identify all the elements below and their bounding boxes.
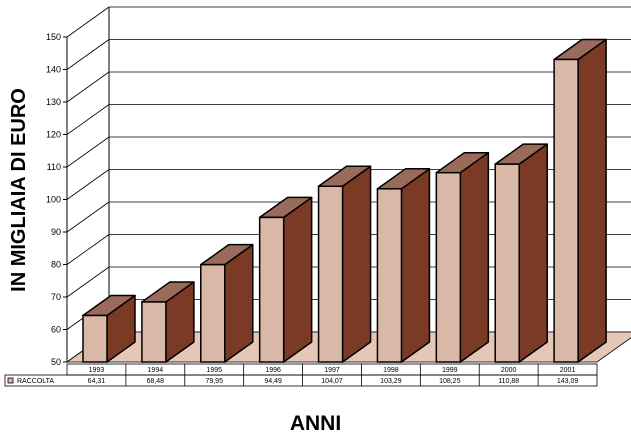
table-value-label: 108,25 bbox=[439, 378, 461, 385]
bar bbox=[376, 188, 403, 363]
table-category-label: 1997 bbox=[324, 367, 340, 374]
table-value-label: 94,49 bbox=[264, 378, 282, 385]
y-axis-title: IN MIGLIAIA DI EURO bbox=[8, 88, 30, 292]
y-tick-label: 140 bbox=[46, 65, 61, 75]
table-category-label: 2001 bbox=[560, 367, 576, 374]
bar-side bbox=[400, 168, 431, 363]
bar bbox=[494, 163, 520, 363]
bar bbox=[82, 314, 108, 363]
bar bbox=[435, 171, 462, 363]
y-tick-label: 150 bbox=[46, 32, 61, 42]
table-category-label: 1996 bbox=[265, 367, 281, 374]
y-tick-label: 60 bbox=[51, 325, 61, 335]
bar bbox=[200, 263, 226, 363]
bar bbox=[317, 185, 344, 363]
table-category-label: 1994 bbox=[148, 367, 164, 374]
gridline-depth bbox=[66, 234, 110, 265]
table-category-label: 1999 bbox=[442, 367, 458, 374]
gridline-depth bbox=[66, 136, 110, 168]
gridline-depth bbox=[66, 71, 110, 103]
legend-label: RACCOLTA bbox=[17, 378, 54, 385]
bar bbox=[258, 216, 285, 363]
y-tick-label: 50 bbox=[51, 357, 61, 367]
table-value-label: 64,31 bbox=[88, 378, 106, 385]
bar bbox=[553, 58, 579, 363]
table-value-label: 103,29 bbox=[380, 378, 402, 385]
bar-side bbox=[341, 165, 372, 363]
y-tick-label: 70 bbox=[51, 292, 61, 302]
gridline-depth bbox=[66, 39, 110, 70]
table-category-label: 2000 bbox=[501, 367, 517, 374]
y-tick-label: 110 bbox=[47, 162, 61, 172]
x-axis-title: ANNI bbox=[289, 412, 342, 435]
gridline-depth bbox=[66, 6, 110, 38]
bar-side bbox=[282, 196, 313, 363]
y-tick-label: 130 bbox=[46, 97, 61, 107]
table-value-label: 68,48 bbox=[147, 378, 165, 385]
bar-side bbox=[459, 151, 490, 363]
gridline-depth bbox=[66, 169, 110, 200]
table-value-label: 143,09 bbox=[557, 378, 579, 385]
gridline-depth bbox=[66, 104, 110, 135]
bar-side bbox=[518, 143, 548, 363]
table-value-label: 104,07 bbox=[321, 378, 343, 385]
gridline-depth bbox=[66, 266, 110, 298]
y-tick-label: 90 bbox=[51, 227, 61, 237]
legend-swatch bbox=[7, 377, 14, 384]
y-tick-label: 120 bbox=[46, 130, 61, 140]
bar bbox=[141, 301, 167, 363]
y-tick-label: 80 bbox=[51, 260, 61, 270]
gridline-depth bbox=[66, 201, 110, 233]
y-tick-label: 100 bbox=[46, 195, 61, 205]
bar-side bbox=[577, 38, 607, 363]
table-category-label: 1998 bbox=[383, 367, 399, 374]
table-value-label: 79,95 bbox=[205, 378, 223, 385]
table-category-row bbox=[66, 363, 598, 376]
table-value-label: 110,88 bbox=[498, 378, 519, 385]
table-category-label: 1993 bbox=[89, 367, 105, 374]
table-category-label: 1995 bbox=[206, 367, 222, 374]
